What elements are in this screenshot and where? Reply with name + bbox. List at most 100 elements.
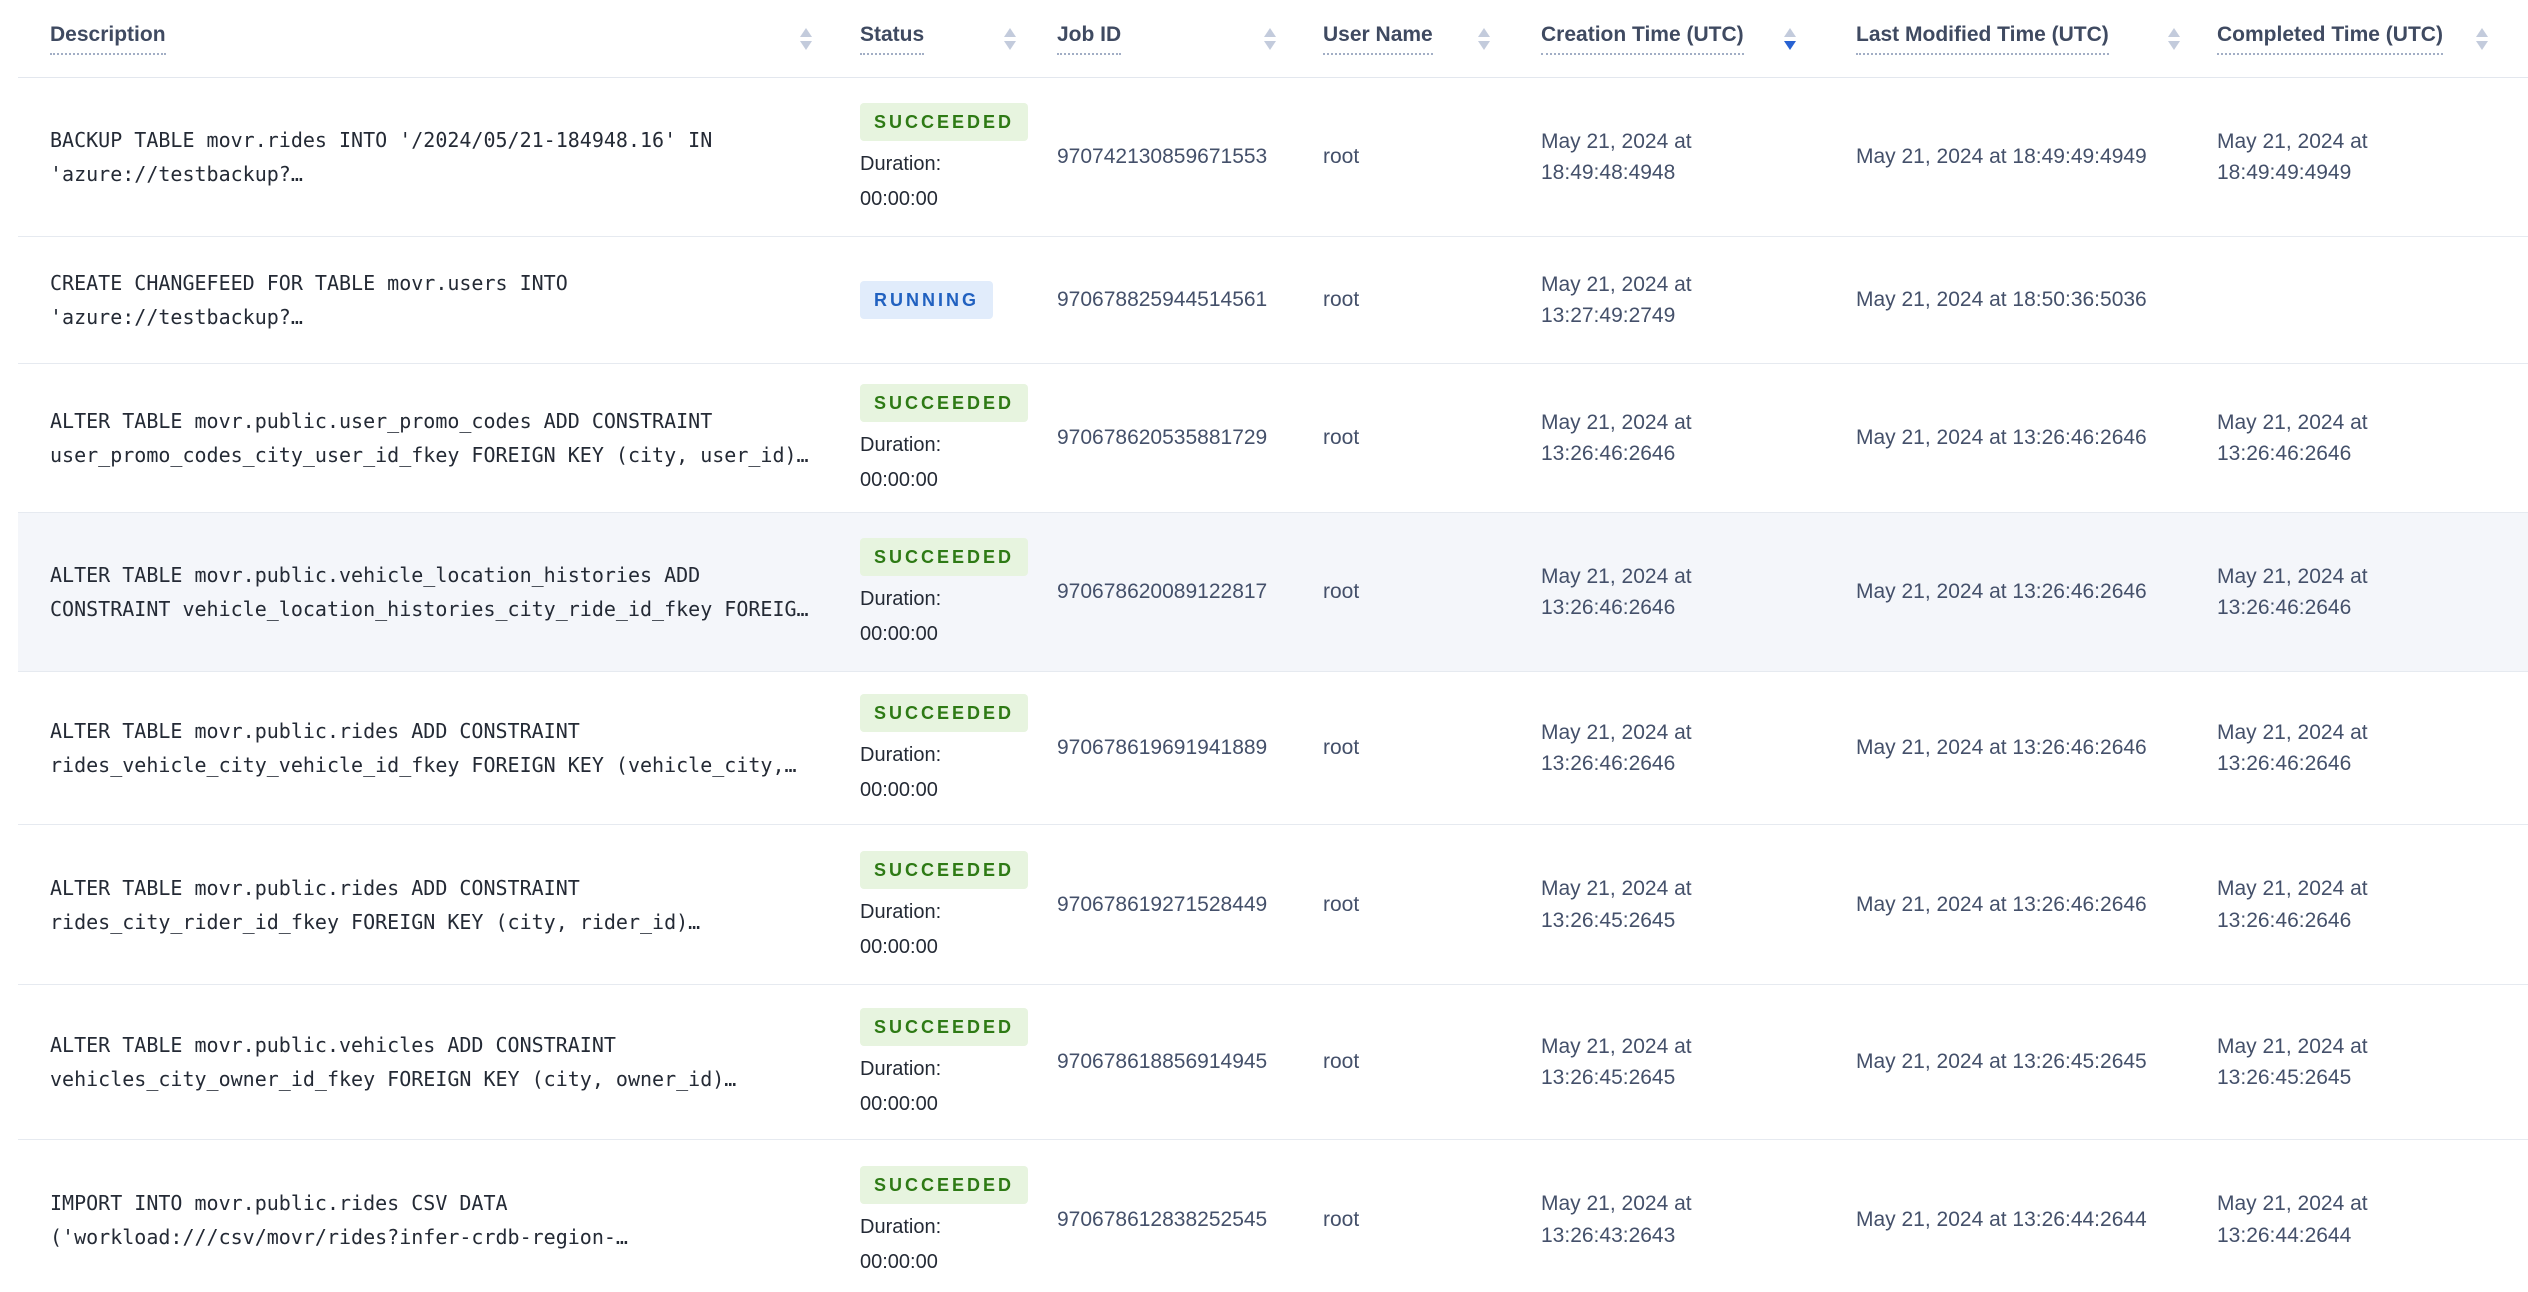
sort-asc-icon [1004, 27, 1016, 37]
creation-time: May 21, 2024 at 13:26:46:2646 [1541, 720, 1692, 776]
status-cell: SUCCEEDED Duration: 00:00:00 [828, 1008, 1040, 1116]
last-modified-time: May 21, 2024 at 13:26:44:2644 [1856, 1207, 2147, 1231]
duration-label: Duration: [860, 900, 942, 923]
duration-label: Duration: [860, 588, 942, 610]
job-id: 970678825944514561 [1057, 288, 1268, 312]
creation-time: May 21, 2024 at 13:27:49:2749 [1541, 272, 1692, 328]
job-description[interactable]: BACKUP TABLE movr.rides INTO '/2024/05/2… [50, 128, 713, 186]
creation-time: May 21, 2024 at 13:26:46:2646 [1541, 564, 1692, 620]
sort-desc-icon [1004, 40, 1016, 50]
table-row[interactable]: ALTER TABLE movr.public.vehicle_location… [18, 513, 2528, 672]
col-header-description[interactable]: Description [18, 22, 828, 56]
col-header-job-id[interactable]: Job ID [1040, 22, 1300, 56]
user-name: root [1323, 426, 1360, 450]
col-header-last-modified-time-label: Last Modified Time (UTC) [1856, 22, 2109, 56]
duration-label: Duration: [860, 744, 942, 766]
duration-value: 00:00:00 [860, 623, 938, 645]
sort-asc-icon [1784, 27, 1796, 37]
status-badge: SUCCEEDED [860, 538, 1029, 576]
job-id: 970678620089122817 [1057, 580, 1268, 604]
sort-desc-icon [1478, 40, 1490, 50]
sort-asc-icon [1478, 27, 1490, 37]
sort-asc-icon [1264, 27, 1276, 37]
completed-time: May 21, 2024 at 13:26:45:2645 [2217, 1034, 2368, 1090]
sort-icon [1478, 27, 1490, 50]
duration-value: 00:00:00 [860, 188, 938, 210]
col-header-user-name-label: User Name [1323, 22, 1433, 56]
sort-desc-icon [2168, 40, 2180, 50]
completed-time: May 21, 2024 at 13:26:46:2646 [2217, 564, 2368, 620]
job-id: 970742130859671553 [1057, 145, 1268, 169]
status-badge: SUCCEEDED [860, 850, 1029, 889]
table-row[interactable]: ALTER TABLE movr.public.user_promo_codes… [18, 364, 2528, 513]
job-description[interactable]: CREATE CHANGEFEED FOR TABLE movr.users I… [50, 271, 568, 329]
status-cell: SUCCEEDED Duration: 00:00:00 [828, 384, 1040, 492]
creation-time: May 21, 2024 at 13:26:45:2645 [1541, 877, 1692, 932]
col-header-status[interactable]: Status [828, 22, 1040, 56]
completed-time: May 21, 2024 at 13:26:46:2646 [2217, 410, 2368, 466]
job-description[interactable]: ALTER TABLE movr.public.rides ADD CONSTR… [50, 875, 701, 934]
col-header-last-modified-time[interactable]: Last Modified Time (UTC) [1840, 22, 2190, 56]
user-name: root [1323, 580, 1360, 604]
sort-asc-icon [800, 27, 812, 37]
job-id: 970678619271528449 [1057, 892, 1268, 916]
status-cell: SUCCEEDED Duration: 00:00:00 [828, 694, 1040, 802]
sort-icon [1004, 27, 1016, 50]
job-id: 970678612838252545 [1057, 1207, 1268, 1231]
job-description[interactable]: ALTER TABLE movr.public.vehicle_location… [50, 563, 809, 621]
job-id: 970678618856914945 [1057, 1050, 1268, 1074]
col-header-creation-time-label: Creation Time (UTC) [1541, 22, 1744, 56]
job-description[interactable]: ALTER TABLE movr.public.rides ADD CONSTR… [50, 719, 797, 777]
col-header-status-label: Status [860, 22, 925, 56]
sort-desc-icon [800, 40, 812, 50]
table-row[interactable]: BACKUP TABLE movr.rides INTO '/2024/05/2… [18, 78, 2528, 237]
user-name: root [1323, 1050, 1360, 1074]
last-modified-time: May 21, 2024 at 13:26:46:2646 [1856, 736, 2147, 760]
col-header-user-name[interactable]: User Name [1300, 22, 1520, 56]
completed-time: May 21, 2024 at 13:26:46:2646 [2217, 720, 2368, 776]
duration-value: 00:00:00 [860, 1250, 938, 1273]
job-description[interactable]: ALTER TABLE movr.public.user_promo_codes… [50, 409, 809, 467]
sort-desc-icon [1784, 40, 1796, 50]
table-row[interactable]: ALTER TABLE movr.public.rides ADD CONSTR… [18, 672, 2528, 825]
sort-icon [1784, 27, 1796, 50]
sort-icon [2476, 27, 2488, 50]
sort-icon [800, 27, 812, 50]
duration-label: Duration: [860, 1215, 942, 1238]
table-row[interactable]: CREATE CHANGEFEED FOR TABLE movr.users I… [18, 237, 2528, 364]
user-name: root [1323, 1207, 1360, 1231]
duration-value: 00:00:00 [860, 469, 938, 491]
last-modified-time: May 21, 2024 at 13:26:46:2646 [1856, 426, 2147, 450]
jobs-table: Description Status Job ID User Name Crea… [18, 0, 2528, 1292]
table-row[interactable]: ALTER TABLE movr.public.vehicles ADD CON… [18, 985, 2528, 1140]
col-header-job-id-label: Job ID [1057, 22, 1122, 56]
sort-desc-icon [1264, 40, 1276, 50]
job-id: 970678620535881729 [1057, 426, 1268, 450]
last-modified-time: May 21, 2024 at 18:49:49:4949 [1856, 145, 2147, 169]
col-header-creation-time[interactable]: Creation Time (UTC) [1520, 22, 1840, 56]
sort-icon [1264, 27, 1276, 50]
col-header-completed-time[interactable]: Completed Time (UTC) [2190, 22, 2528, 56]
creation-time: May 21, 2024 at 13:26:46:2646 [1541, 410, 1692, 466]
status-badge: RUNNING [860, 281, 993, 319]
status-cell: SUCCEEDED Duration: 00:00:00 [828, 850, 1040, 959]
duration-label: Duration: [860, 1058, 942, 1080]
col-header-completed-time-label: Completed Time (UTC) [2217, 22, 2443, 56]
col-header-description-label: Description [50, 22, 166, 56]
status-badge: SUCCEEDED [860, 384, 1029, 422]
completed-time: May 21, 2024 at 13:26:44:2644 [2217, 1192, 2368, 1247]
job-description[interactable]: ALTER TABLE movr.public.vehicles ADD CON… [50, 1033, 737, 1091]
table-row[interactable]: ALTER TABLE movr.public.rides ADD CONSTR… [18, 825, 2528, 985]
job-description[interactable]: IMPORT INTO movr.public.rides CSV DATA (… [50, 1190, 628, 1249]
last-modified-time: May 21, 2024 at 13:26:46:2646 [1856, 892, 2147, 916]
table-row[interactable]: IMPORT INTO movr.public.rides CSV DATA (… [18, 1140, 2528, 1292]
status-badge: SUCCEEDED [860, 103, 1029, 141]
duration-value: 00:00:00 [860, 1093, 938, 1115]
completed-time: May 21, 2024 at 18:49:49:4949 [2217, 129, 2368, 185]
user-name: root [1323, 736, 1360, 760]
status-badge: SUCCEEDED [860, 694, 1029, 732]
sort-icon [2168, 27, 2180, 50]
sort-asc-icon [2168, 27, 2180, 37]
last-modified-time: May 21, 2024 at 13:26:46:2646 [1856, 580, 2147, 604]
